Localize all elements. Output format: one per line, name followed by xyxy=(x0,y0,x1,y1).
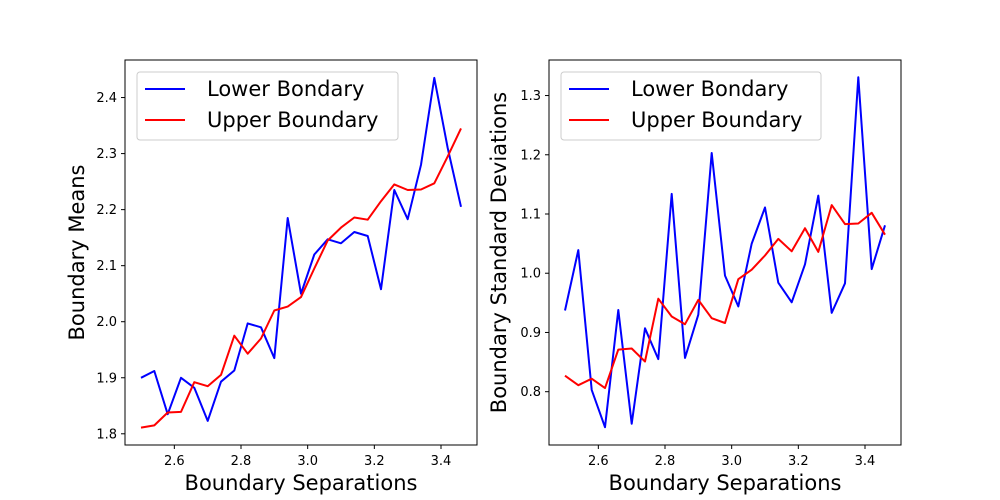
x-tick-label: 3.4 xyxy=(855,454,876,469)
legend: Lower Bondary Upper Boundary xyxy=(560,71,822,141)
y-tick-label: 0.9 xyxy=(520,326,541,341)
x-tick-label: 3.0 xyxy=(721,454,742,469)
legend-label-lower: Lower Bondary xyxy=(631,77,788,101)
chart-panel-boundary-std: 2.6 2.8 3.0 3.2 3.4 0.8 0.9 1.0 1.1 1.2 1.3 Boundar… xyxy=(487,59,902,495)
y-tick-label: 1.3 xyxy=(520,89,541,104)
y-tick-label: 1.8 xyxy=(96,427,117,442)
legend-box xyxy=(136,71,399,141)
x-tick-label: 3.2 xyxy=(788,454,809,469)
x-axis-label: Boundary Separations xyxy=(185,471,418,495)
x-tick-label: 3.4 xyxy=(431,454,452,469)
series-line-lower xyxy=(140,76,462,422)
y-tick-label: 2.0 xyxy=(96,315,117,330)
y-tick-label: 1.1 xyxy=(520,208,541,223)
series-line-upper xyxy=(140,127,462,429)
legend: Lower Bondary Upper Boundary xyxy=(136,71,399,141)
y-tick-label: 2.1 xyxy=(96,259,117,274)
series-line-lower xyxy=(564,76,886,429)
x-tick-label: 2.8 xyxy=(231,454,252,469)
legend-box xyxy=(560,71,822,141)
y-tick-label: 1.9 xyxy=(96,371,117,386)
y-tick-label: 0.8 xyxy=(520,385,541,400)
y-axis-label: Boundary Means xyxy=(65,165,89,341)
y-tick-label: 1.2 xyxy=(520,148,541,163)
y-axis-label: Boundary Standard Deviations xyxy=(487,92,511,413)
y-tick-label: 1.0 xyxy=(520,267,541,282)
series-line-upper xyxy=(564,204,886,390)
x-tick-label: 3.0 xyxy=(297,454,318,469)
x-axis-label: Boundary Separations xyxy=(609,471,842,495)
y-tick-label: 2.3 xyxy=(96,147,117,162)
y-tick-label: 2.2 xyxy=(96,203,117,218)
x-tick-label: 3.2 xyxy=(364,454,385,469)
legend-label-lower: Lower Bondary xyxy=(207,77,364,101)
x-tick-label: 2.8 xyxy=(655,454,676,469)
x-tick-label: 2.6 xyxy=(588,454,609,469)
axes-frame xyxy=(548,59,902,446)
chart-panel-boundary-means: 2.6 2.8 3.0 3.2 3.4 1.8 1.9 2.0 2.1 2.2 2.3 2.4 Boun… xyxy=(65,59,478,495)
axes-frame xyxy=(124,59,478,446)
y-tick-label: 2.4 xyxy=(96,91,117,106)
x-tick-label: 2.6 xyxy=(164,454,185,469)
legend-label-upper: Upper Boundary xyxy=(207,108,378,132)
legend-label-upper: Upper Boundary xyxy=(631,108,802,132)
